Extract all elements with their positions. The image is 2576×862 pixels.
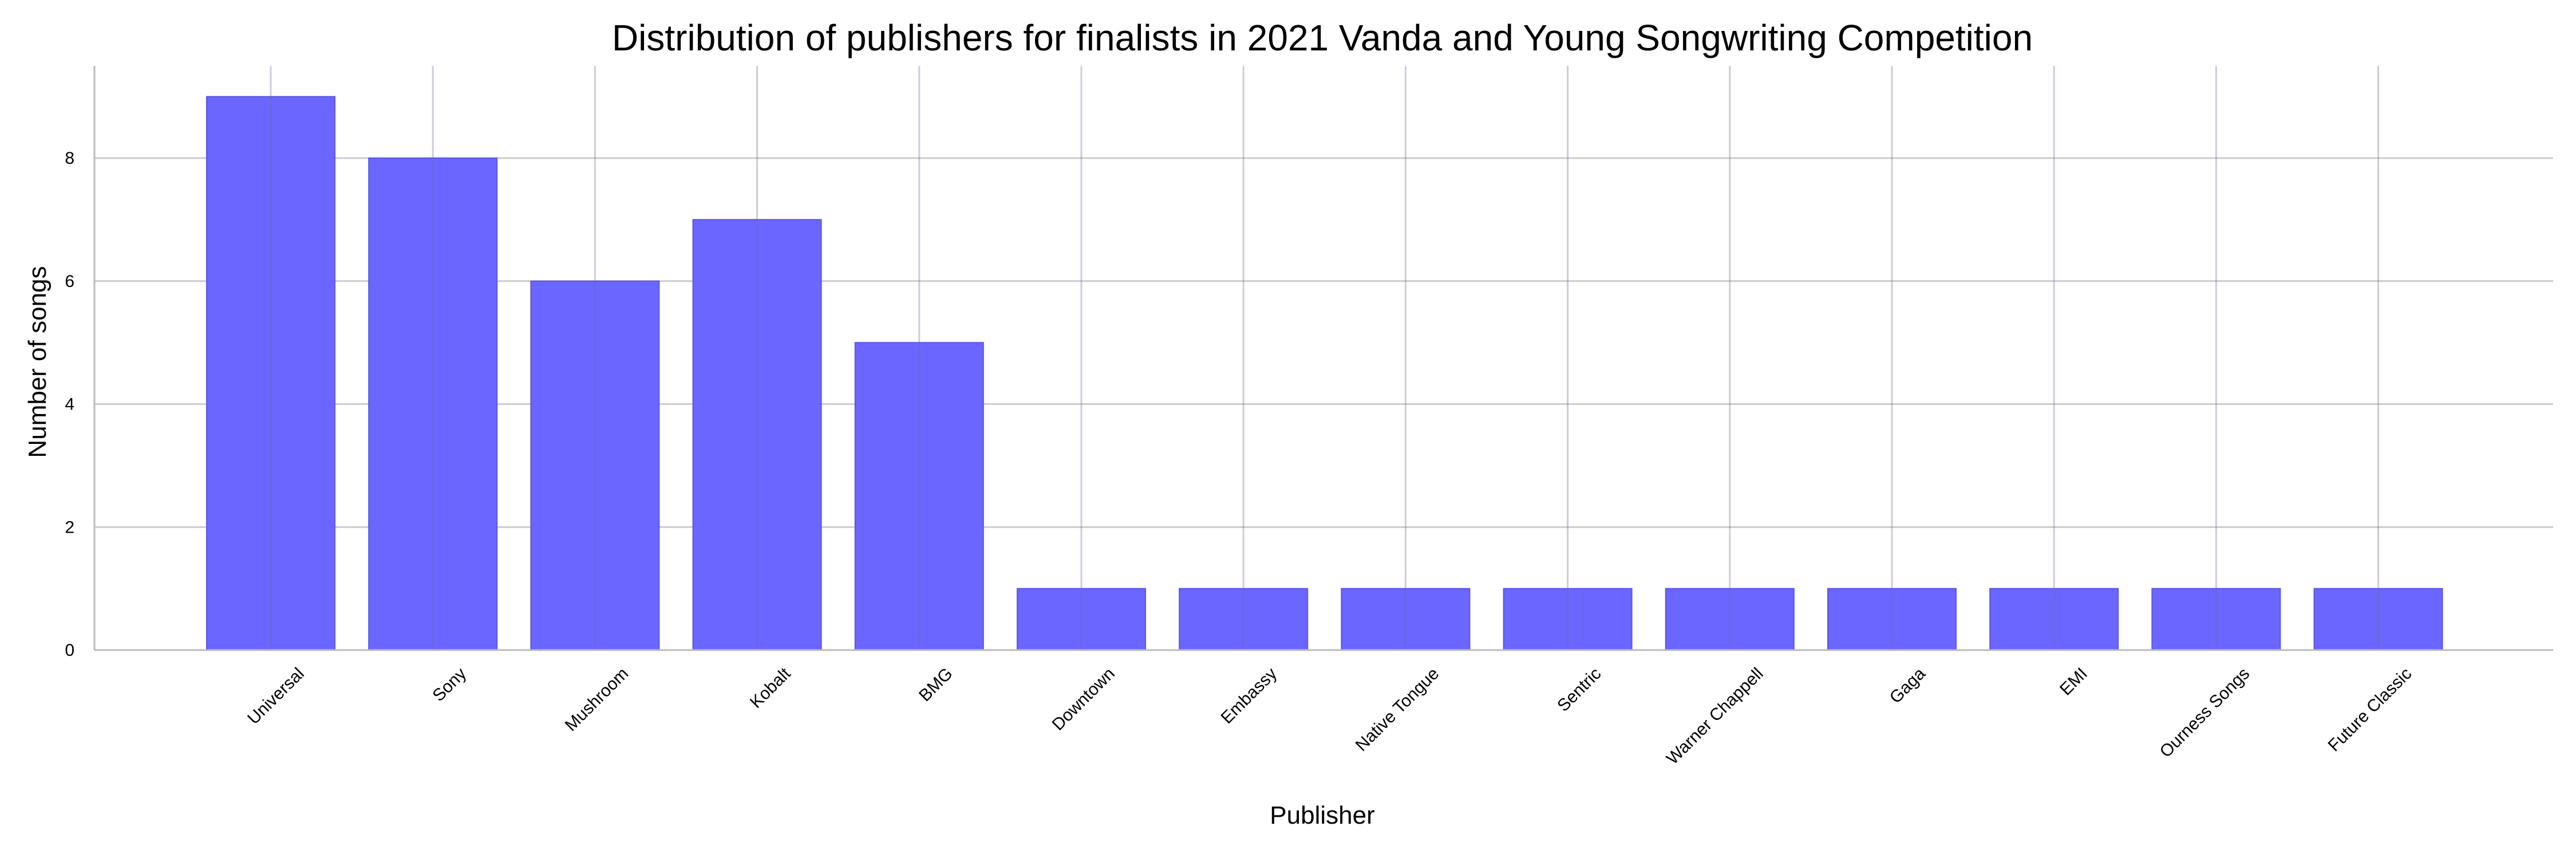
x-tick-label: Sentric	[1554, 664, 1605, 715]
bar	[1989, 588, 2119, 651]
x-tick-label: Gaga	[1886, 664, 1929, 707]
y-axis-title: Number of songs	[23, 266, 52, 458]
bar	[1503, 588, 1633, 651]
bar	[692, 219, 822, 651]
y-tick-label: 2	[65, 518, 74, 537]
x-tick-label: Embassy	[1218, 664, 1281, 728]
bars	[206, 96, 2443, 651]
bar	[854, 342, 984, 651]
bar	[1827, 588, 1957, 651]
x-tick-label: Downtown	[1049, 664, 1119, 734]
x-tick-label: Kobalt	[746, 664, 795, 712]
x-tick-label: Native Tongue	[1352, 664, 1443, 755]
x-tick-label: Future Classic	[2325, 664, 2416, 755]
bar	[206, 96, 335, 651]
y-tick-label: 6	[65, 272, 74, 291]
axes	[93, 66, 2553, 651]
bar	[2313, 588, 2443, 651]
x-tick-label: Ourness Songs	[2156, 664, 2254, 762]
y-tick-labels: 0 2 4 6 8	[65, 149, 74, 660]
vertical-grid-lines	[270, 66, 2380, 650]
grid-lines	[94, 157, 2553, 528]
x-tick-label: Warner Chappell	[1663, 664, 1767, 769]
x-tick-label: BMG	[915, 664, 957, 706]
bar	[530, 280, 660, 651]
x-tick-label: EMI	[2056, 664, 2091, 699]
y-tick-label: 0	[65, 641, 74, 660]
x-axis-title: Publisher	[1270, 801, 1374, 829]
x-tick-label: Sony	[429, 664, 470, 706]
x-tick-label: Mushroom	[562, 664, 633, 735]
x-tick-label: Universal	[244, 664, 308, 729]
bar	[1665, 588, 1795, 651]
x-tick-labels: Universal Sony Mushroom Kobalt BMG Downtown Em…	[244, 664, 2415, 768]
y-tick-label: 4	[65, 395, 74, 414]
bar	[1179, 588, 1309, 651]
y-tick-label: 8	[65, 149, 74, 168]
chart-title: Distribution of publishers for finalists…	[612, 17, 2033, 58]
bar	[1017, 588, 1146, 651]
bar	[1341, 588, 1471, 651]
